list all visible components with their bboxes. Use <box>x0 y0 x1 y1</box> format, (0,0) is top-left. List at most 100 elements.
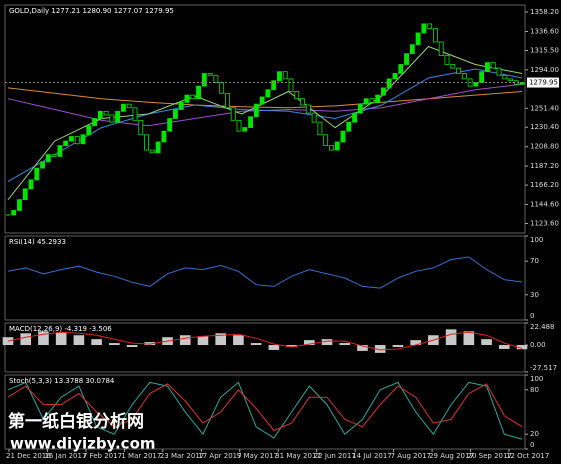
candle <box>352 112 357 123</box>
candle <box>415 32 421 46</box>
candle <box>184 94 190 103</box>
candle <box>190 94 196 100</box>
candle <box>225 92 230 109</box>
candle <box>45 154 51 163</box>
watermark-url: www.diyizby.com <box>10 435 156 453</box>
candle <box>196 85 201 100</box>
candle <box>398 64 404 74</box>
candle <box>57 145 63 157</box>
candle <box>346 121 352 132</box>
candle <box>138 119 144 136</box>
y-tick-label: 1315.50 <box>530 47 559 55</box>
candle <box>80 134 86 145</box>
candle <box>508 78 513 82</box>
candle <box>433 28 438 43</box>
panel-title: Stoch(5,3,3) 13.3788 30.0784 <box>9 377 115 385</box>
y-tick-label: 100 <box>530 236 543 244</box>
y-tick-label: 1187.20 <box>530 162 559 170</box>
candle <box>300 98 305 106</box>
candle <box>340 130 346 143</box>
candle <box>230 107 236 121</box>
candle <box>363 98 369 105</box>
candle <box>294 91 300 100</box>
candle <box>357 103 363 114</box>
macd-bar <box>303 340 315 346</box>
candle <box>86 125 92 136</box>
x-tick-label: 17 Apr 2017 <box>198 452 241 460</box>
macd-bar <box>445 329 457 346</box>
y-tick-label: 1230.40 <box>530 123 559 131</box>
candle <box>496 67 502 76</box>
macd-bar <box>286 345 297 347</box>
candle <box>144 134 149 151</box>
panel-title: RSI(14) 45.2933 <box>9 238 66 246</box>
panel-frame <box>4 4 526 234</box>
macd-bar <box>339 343 351 346</box>
candle <box>74 136 80 145</box>
x-tick-label: 21 Dec 2016 <box>6 452 51 460</box>
panel-title: GOLD,Daily 1277.21 1280.90 1277.07 1279.… <box>9 7 174 15</box>
x-tick-label: 22 Jun 2017 <box>314 452 356 460</box>
x-tick-label: 9 May 2017 <box>237 452 278 460</box>
candle <box>450 64 456 69</box>
indicator-line <box>7 331 523 351</box>
x-tick-label: 12 Oct 2017 <box>506 452 549 460</box>
macd-bar <box>481 339 492 346</box>
candle <box>242 127 248 132</box>
candle <box>236 119 242 132</box>
candle <box>149 149 155 154</box>
candle <box>11 210 17 216</box>
macd-bar <box>109 343 120 346</box>
candle <box>386 78 392 89</box>
panel-frame <box>4 235 526 321</box>
candle <box>473 82 479 87</box>
candle <box>28 179 34 190</box>
candle <box>173 109 178 119</box>
y-tick-label: 70 <box>530 257 539 265</box>
y-tick-label: 1166.20 <box>530 181 559 189</box>
candle <box>329 145 334 151</box>
candle <box>97 110 103 119</box>
macd-bar <box>144 342 156 346</box>
candle <box>438 41 444 56</box>
macd-bar <box>197 336 209 346</box>
macd-bar <box>463 331 475 346</box>
macd-bar <box>357 345 368 351</box>
y-tick-label: 1358.20 <box>530 8 559 16</box>
macd-bar <box>410 340 421 346</box>
x-tick-label: 23 Mar 2017 <box>160 452 204 460</box>
candle <box>17 199 22 211</box>
candle <box>51 154 57 157</box>
macd-bar <box>321 339 333 346</box>
candle <box>288 78 294 92</box>
candle <box>375 94 381 103</box>
y-tick-label: 1123.60 <box>530 219 559 227</box>
x-tick-label: 16 Jan 2017 <box>44 452 86 460</box>
y-tick-label: 0 <box>530 312 534 320</box>
candle <box>461 73 467 80</box>
macd-bar <box>91 339 102 346</box>
candle <box>456 67 461 74</box>
candle <box>248 116 253 128</box>
macd-bar <box>215 333 227 346</box>
watermark-title: 第一纸白银分析网 <box>8 411 144 432</box>
candle <box>265 89 271 98</box>
candle <box>317 121 323 136</box>
y-tick-label: 30 <box>530 291 539 299</box>
x-tick-label: 20 Sep 2017 <box>468 452 512 460</box>
x-tick-label: 31 May 2017 <box>275 452 321 460</box>
candle <box>381 87 386 96</box>
macd-bar <box>55 332 67 346</box>
x-tick-label: 1 Mar 2017 <box>121 452 161 460</box>
candle <box>271 80 277 91</box>
macd-bar <box>516 345 528 350</box>
y-tick-label: -27.517 <box>530 364 557 372</box>
candle <box>311 112 317 123</box>
candle <box>490 62 496 69</box>
candle <box>69 136 74 142</box>
y-tick-label: 1336.60 <box>530 27 559 35</box>
candle <box>502 74 508 80</box>
macd-bar <box>233 335 244 346</box>
candle <box>277 71 282 82</box>
candle <box>213 74 219 83</box>
